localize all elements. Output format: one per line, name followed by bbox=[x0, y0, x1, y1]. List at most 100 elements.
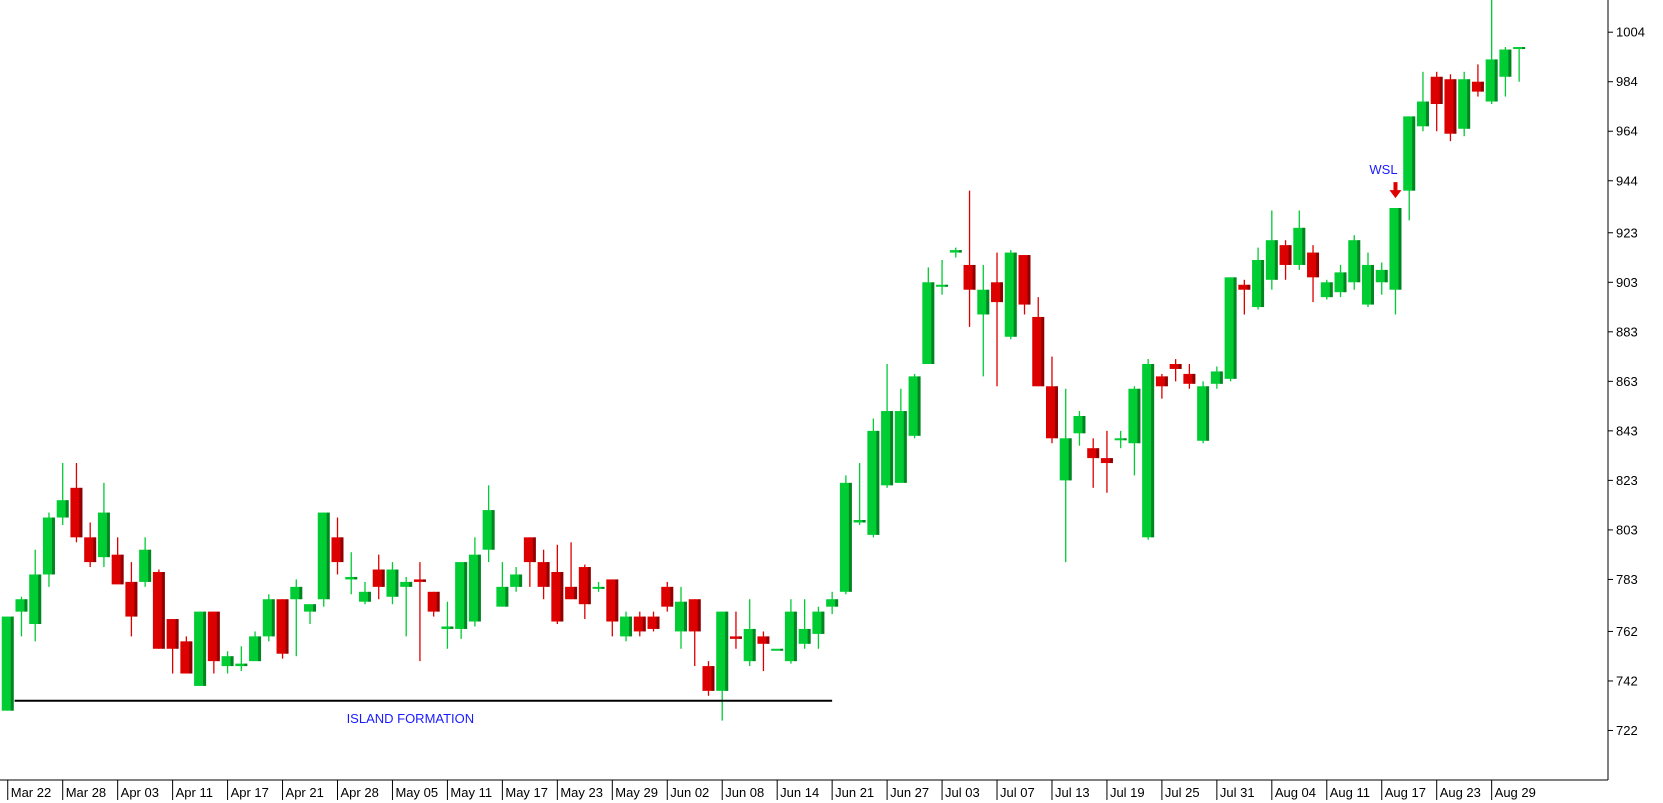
candle-body bbox=[1155, 376, 1168, 387]
candle-body bbox=[1293, 227, 1306, 265]
candle bbox=[675, 586, 687, 649]
y-tick-label: 742 bbox=[1616, 673, 1638, 688]
candle-body-shade bbox=[477, 554, 481, 622]
candle-body-shade bbox=[1274, 240, 1278, 280]
x-tick-label: May 05 bbox=[395, 785, 438, 800]
candle-body bbox=[1265, 240, 1278, 280]
candle bbox=[716, 611, 729, 721]
x-tick-label: Jul 13 bbox=[1055, 785, 1090, 800]
candle bbox=[1389, 208, 1402, 315]
candle-body-shade bbox=[1508, 49, 1512, 77]
candle-body-shade bbox=[422, 579, 426, 582]
island-formation-label: ISLAND FORMATION bbox=[347, 711, 475, 726]
candle-body bbox=[262, 599, 275, 637]
candle-body bbox=[908, 376, 921, 436]
candle bbox=[1320, 279, 1333, 300]
candle-body bbox=[180, 641, 193, 674]
x-tick-label: Apr 17 bbox=[231, 785, 269, 800]
x-tick-label: Apr 11 bbox=[176, 785, 213, 800]
x-tick-label: Jun 02 bbox=[670, 785, 709, 800]
candle-body-shade bbox=[1480, 81, 1484, 92]
candle-body-shade bbox=[326, 512, 330, 600]
candle bbox=[97, 482, 110, 568]
candle-body-shade bbox=[958, 250, 962, 253]
candle bbox=[1197, 381, 1210, 444]
candle-body bbox=[1471, 81, 1484, 92]
candle-body bbox=[826, 599, 839, 607]
candle-body-shade bbox=[560, 572, 564, 622]
candle-body bbox=[977, 289, 990, 315]
candle bbox=[15, 596, 28, 637]
candle-body bbox=[1362, 264, 1374, 305]
candle-body-shade bbox=[1013, 252, 1017, 337]
candle bbox=[565, 542, 578, 600]
candle bbox=[991, 252, 1004, 387]
candle bbox=[784, 599, 797, 664]
candle-body bbox=[633, 616, 646, 632]
y-tick-label: 843 bbox=[1616, 423, 1638, 438]
candle-body bbox=[812, 611, 825, 634]
candle-body-shade bbox=[1123, 438, 1127, 441]
candle-body-shade bbox=[1178, 364, 1182, 369]
candle-body bbox=[729, 636, 742, 639]
candle-body-shade bbox=[1233, 277, 1237, 379]
candle-body-shade bbox=[752, 628, 756, 662]
candle bbox=[345, 552, 358, 595]
candle-body bbox=[606, 579, 619, 622]
candle-body bbox=[1032, 316, 1045, 387]
candle-body bbox=[1210, 371, 1223, 384]
x-tick-label: Aug 17 bbox=[1385, 785, 1426, 800]
candle bbox=[1073, 411, 1086, 446]
candle-body-shade bbox=[24, 599, 28, 612]
candle-body bbox=[1128, 388, 1141, 444]
candle-body-shade bbox=[340, 537, 344, 563]
candle-body-shade bbox=[670, 586, 674, 607]
candle-body bbox=[139, 549, 152, 582]
candle-body-shade bbox=[230, 656, 234, 667]
candle-body-shade bbox=[65, 500, 69, 518]
candle bbox=[1403, 116, 1416, 221]
y-tick-label: 863 bbox=[1616, 374, 1638, 389]
candle-body-shade bbox=[436, 591, 440, 612]
candle bbox=[1499, 47, 1512, 97]
candle bbox=[894, 388, 907, 483]
candle-body bbox=[1238, 284, 1251, 290]
candle-body-shade bbox=[409, 581, 413, 587]
candle-body-shade bbox=[313, 604, 317, 612]
candle-body-shade bbox=[684, 601, 687, 632]
candle bbox=[496, 562, 509, 607]
candle-body-shade bbox=[821, 611, 825, 634]
candle-body bbox=[56, 500, 69, 518]
candle-body bbox=[537, 562, 550, 587]
candle-body-shade bbox=[216, 611, 220, 662]
y-tick-label: 903 bbox=[1616, 275, 1638, 290]
candle bbox=[812, 606, 825, 649]
candle-body-shade bbox=[519, 574, 523, 587]
y-tick-label: 1004 bbox=[1616, 25, 1645, 40]
y-axis-ticks: 722 742 762 783 803 823 843 863 883 903 923 944 964 9… bbox=[1608, 25, 1645, 738]
candle-body-shade bbox=[258, 636, 262, 662]
candle bbox=[194, 611, 207, 686]
candle-body bbox=[784, 611, 797, 662]
candle-body bbox=[455, 562, 468, 629]
candle-body bbox=[1100, 458, 1113, 464]
candle bbox=[757, 631, 770, 672]
x-tick-label: Jul 31 bbox=[1220, 785, 1255, 800]
candle-body-shade bbox=[367, 591, 371, 602]
candle-body bbox=[29, 574, 42, 624]
candle bbox=[647, 611, 660, 632]
candle-body bbox=[922, 282, 935, 364]
candle-body-shade bbox=[1398, 208, 1402, 290]
candle-body-shade bbox=[1343, 272, 1347, 293]
candle bbox=[1, 616, 14, 711]
candle-body-shade bbox=[106, 512, 110, 558]
candle bbox=[949, 247, 962, 258]
candle-body-shade bbox=[807, 628, 811, 644]
candle-body bbox=[894, 411, 907, 483]
candle-body bbox=[152, 572, 165, 649]
candle-body bbox=[97, 512, 110, 558]
candle-body bbox=[1375, 269, 1388, 283]
candle-body bbox=[1004, 252, 1017, 337]
candle-body-shade bbox=[1425, 101, 1429, 127]
candle-body bbox=[1224, 277, 1237, 379]
